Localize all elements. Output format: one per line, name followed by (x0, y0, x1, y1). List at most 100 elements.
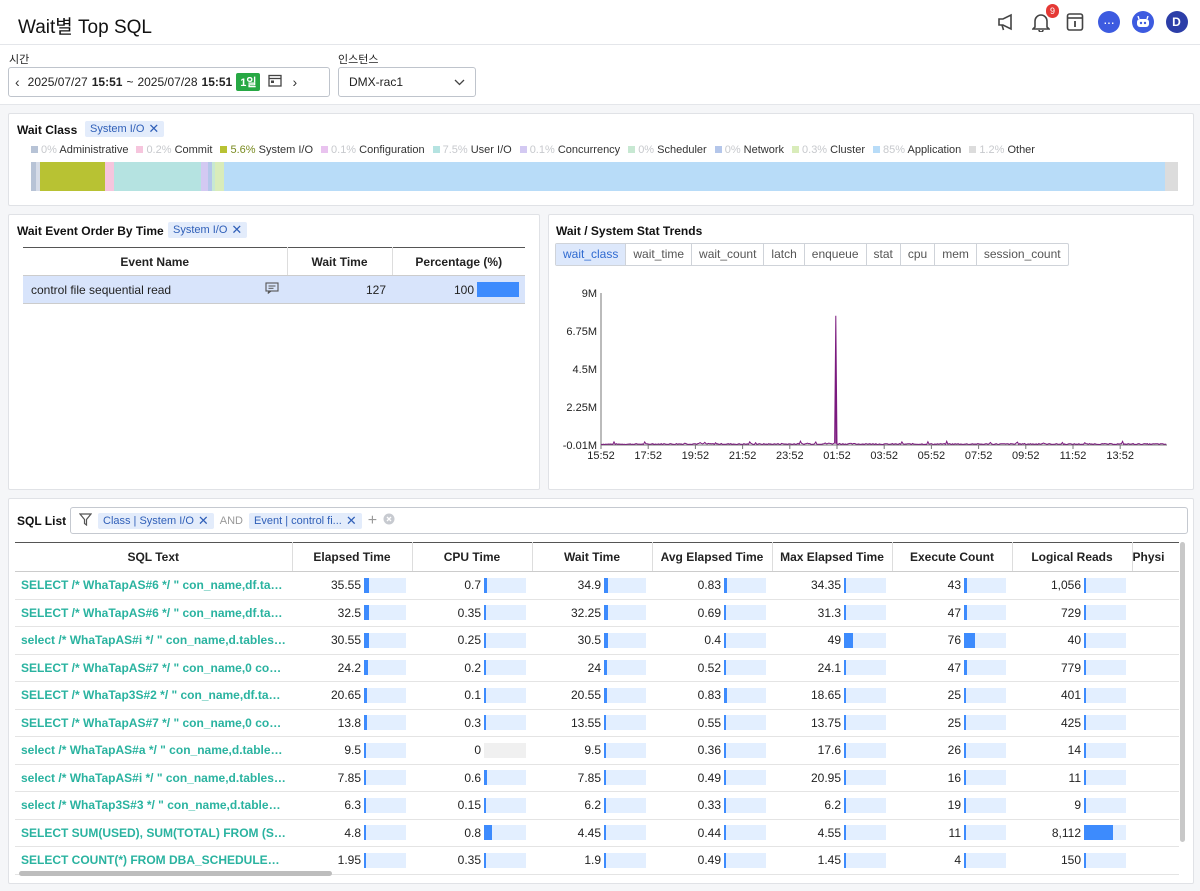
col-sql-text[interactable]: SQL Text (15, 542, 293, 572)
time-range-picker[interactable]: ‹ 2025/07/27 15:51 ~ 2025/07/28 15:51 1일… (8, 67, 330, 97)
add-filter-icon[interactable]: + (367, 511, 378, 529)
table-row[interactable]: select /* WhaTapAS#i */ " con_name,d.tab… (15, 626, 1179, 655)
col-percentage[interactable]: Percentage (%) (392, 247, 525, 276)
wait-class-segment[interactable] (224, 162, 1165, 191)
wait-event-chip[interactable]: System I/O ✕ (168, 222, 248, 238)
table-row[interactable]: SELECT /* WhaTapAS#6 */ " con_name,df.ta… (15, 571, 1179, 600)
max-elapsed-time-value: 4.55 (817, 825, 841, 840)
tab-wait-time[interactable]: wait_time (626, 244, 693, 265)
wait-class-segment[interactable] (215, 162, 225, 191)
close-icon[interactable]: ✕ (148, 121, 160, 136)
time-start-date: 2025/07/27 (27, 75, 88, 89)
col-avg-elapsed-time[interactable]: Avg Elapsed Time (652, 542, 773, 572)
sql-text[interactable]: select /* WhaTap3S#3 */ " con_name,d.tab… (15, 791, 292, 820)
table-row[interactable]: select /* WhaTap3S#3 */ " con_name,d.tab… (15, 791, 1179, 820)
chevron-left-icon[interactable]: ‹ (15, 74, 20, 90)
sql-text[interactable]: SELECT /* WhaTapAS#7 */ " con_name,0 con… (15, 654, 292, 682)
legend-commit[interactable]: 0.2% Commit (136, 144, 212, 156)
table-row[interactable]: SELECT /* WhaTapAS#6 */ " con_name,df.ta… (15, 599, 1179, 627)
sql-filter-bar[interactable]: Class | System I/O ✕ AND Event | control … (70, 507, 1188, 534)
calendar-icon[interactable] (268, 74, 283, 90)
sql-text[interactable]: select /* WhaTapAS#i */ " con_name,d.tab… (15, 626, 292, 655)
wait-class-segment[interactable] (201, 162, 209, 191)
close-icon[interactable]: ✕ (197, 512, 209, 528)
vertical-scrollbar[interactable] (1180, 542, 1185, 842)
tab-session-count[interactable]: session_count (983, 247, 1061, 261)
bell-icon[interactable]: 9 (1029, 4, 1059, 33)
table-row[interactable]: select /* WhaTapAS#i */ " con_name,d.tab… (15, 764, 1179, 792)
col-cpu-time[interactable]: CPU Time (412, 542, 533, 572)
tab-latch[interactable]: latch (764, 244, 805, 265)
x-tick-label: 17:52 (634, 450, 662, 462)
execute-count-value: 43 (947, 578, 961, 593)
clear-filter-icon[interactable] (383, 513, 395, 528)
table-row[interactable]: control file sequential read 127 100 (23, 275, 525, 304)
col-elapsed-time[interactable]: Elapsed Time (292, 542, 413, 572)
legend-other[interactable]: 1.2% Other (969, 144, 1035, 156)
table-row[interactable]: SELECT /* WhaTapAS#7 */ " con_name,0 con… (15, 654, 1179, 682)
legend-concurrency[interactable]: 0.1% Concurrency (519, 144, 620, 156)
bot-icon[interactable] (1131, 10, 1154, 33)
tab-enqueue[interactable]: enqueue (805, 244, 867, 265)
close-icon[interactable]: ✕ (231, 222, 243, 237)
wait-class-segment[interactable] (40, 162, 106, 191)
col-execute-count[interactable]: Execute Count (892, 542, 1013, 572)
range-badge[interactable]: 1일 (236, 73, 261, 91)
col-event-name[interactable]: Event Name (23, 247, 288, 276)
sql-text[interactable]: SELECT COUNT(*) FROM DBA_SCHEDULER_J... (15, 846, 292, 875)
y-tick-label: -0.01M (563, 440, 597, 452)
legend-network[interactable]: 0% Network (714, 144, 784, 156)
sql-text[interactable]: SELECT /* WhaTapAS#6 */ " con_name,df.ta… (15, 599, 292, 627)
col-physical-reads[interactable]: Physi (1132, 542, 1179, 572)
sql-text[interactable]: select /* WhaTapAS#i */ " con_name,d.tab… (15, 764, 292, 792)
legend-configuration[interactable]: 0.1% Configuration (321, 144, 425, 156)
wait-class-stacked-bar[interactable] (31, 162, 1189, 191)
wait-class-chip[interactable]: System I/O ✕ (85, 121, 165, 137)
tab-mem[interactable]: mem (935, 244, 977, 265)
legend-application[interactable]: 85% Application (873, 144, 961, 156)
wait-class-segment[interactable] (114, 162, 202, 191)
horizontal-scrollbar[interactable] (19, 871, 332, 876)
table-row[interactable]: SELECT /* WhaTapAS#7 */ " con_name,0 con… (15, 709, 1179, 737)
table-row[interactable]: SELECT COUNT(*) FROM DBA_SCHEDULER_J... 1… (15, 846, 1179, 875)
col-wait-time[interactable]: Wait Time (532, 542, 653, 572)
sql-text[interactable]: SELECT SUM(USED), SUM(TOTAL) FROM (SEL..… (15, 819, 292, 847)
legend-system-io[interactable]: 5.6% System I/O (220, 144, 313, 156)
table-row[interactable]: SELECT SUM(USED), SUM(TOTAL) FROM (SEL..… (15, 819, 1179, 847)
legend-administrative[interactable]: 0% Administrative (31, 144, 128, 156)
filter-icon[interactable] (78, 512, 93, 529)
tab-stat[interactable]: stat (867, 244, 901, 265)
chevron-right-icon[interactable]: › (292, 74, 298, 90)
tab-wait-class[interactable]: wait_class (556, 244, 627, 265)
filter-chip-class[interactable]: Class | System I/O ✕ (98, 512, 214, 529)
wait-class-segment[interactable] (1164, 162, 1179, 191)
close-icon[interactable]: ✕ (345, 512, 357, 528)
instance-select[interactable]: DMX-rac1 (338, 67, 476, 97)
wait-class-segment[interactable] (208, 162, 212, 191)
sql-text[interactable]: SELECT /* WhaTapAS#7 */ " con_name,0 con… (15, 709, 292, 737)
comment-icon[interactable] (265, 282, 279, 297)
legend-user-io[interactable]: 7.5% User I/O (432, 144, 512, 156)
col-max-elapsed-time[interactable]: Max Elapsed Time (772, 542, 893, 572)
avatar[interactable]: D (1165, 10, 1188, 33)
chat-icon[interactable]: ··· (1097, 10, 1120, 33)
sql-text[interactable]: SELECT /* WhaTapAS#6 */ " con_name,df.ta… (15, 571, 292, 600)
info-box-icon[interactable] (1063, 10, 1086, 33)
wait-class-segment[interactable] (31, 162, 36, 191)
col-wait-time[interactable]: Wait Time (287, 247, 393, 276)
legend-cluster[interactable]: 0.3% Cluster (792, 144, 865, 156)
tab-cpu[interactable]: cpu (901, 244, 936, 265)
filter-chip-event[interactable]: Event | control fi... ✕ (249, 512, 362, 529)
wait-class-segment[interactable] (105, 162, 115, 191)
megaphone-icon[interactable] (995, 10, 1018, 33)
wait-class-segment[interactable] (35, 162, 41, 191)
legend-scheduler[interactable]: 0% Scheduler (628, 144, 707, 156)
tab-wait-count[interactable]: wait_count (692, 244, 765, 265)
wait-class-segment[interactable] (211, 162, 216, 191)
sql-text[interactable]: SELECT /* WhaTap3S#2 */ " con_name,df.ta… (15, 681, 292, 710)
table-row[interactable]: select /* WhaTapAS#a */ " con_name,d.tab… (15, 736, 1179, 765)
sql-text[interactable]: select /* WhaTapAS#a */ " con_name,d.tab… (15, 736, 292, 765)
table-row[interactable]: SELECT /* WhaTap3S#2 */ " con_name,df.ta… (15, 681, 1179, 710)
col-logical-reads[interactable]: Logical Reads (1012, 542, 1133, 572)
